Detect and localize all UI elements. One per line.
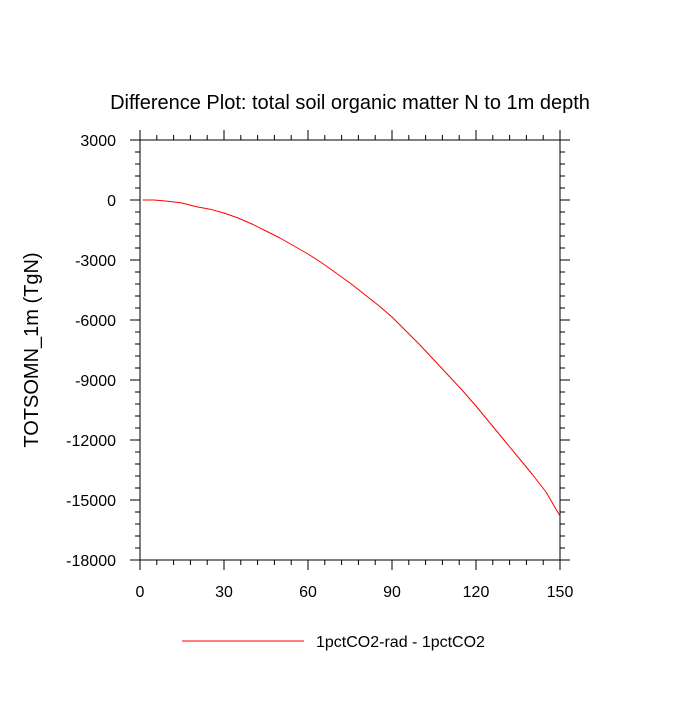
plot-frame <box>139 139 561 561</box>
y-tick-label: 0 <box>107 193 116 210</box>
y-tick-label: -18000 <box>66 553 116 570</box>
y-tick-label: 3000 <box>80 133 116 150</box>
x-tick-label: 30 <box>215 584 233 601</box>
y-tick-label: -9000 <box>75 373 116 390</box>
legend: 1pctCO2-rad - 1pctCO2 <box>182 634 485 651</box>
x-tick-label: 90 <box>383 584 401 601</box>
chart-title: Difference Plot: total soil organic matt… <box>110 92 590 114</box>
legend-entry-label: 1pctCO2-rad - 1pctCO2 <box>316 634 485 651</box>
x-tick-label: 120 <box>463 584 490 601</box>
axis-ticks <box>130 130 570 570</box>
y-tick-label: -15000 <box>66 493 116 510</box>
y-tick-label: -12000 <box>66 433 116 450</box>
y-tick-label: -6000 <box>75 313 116 330</box>
y-axis-label: TOTSOMN_1m (TgN) <box>21 252 43 447</box>
axis-tick-labels: 0 30 60 90 120 150 3000 0 -3000 -6000 -9000 -12000 -… <box>66 133 573 601</box>
series-line-0 <box>142 199 561 517</box>
x-tick-label: 60 <box>299 584 317 601</box>
x-tick-label: 150 <box>547 584 574 601</box>
series-layer <box>142 199 561 517</box>
y-tick-label: -3000 <box>75 253 116 270</box>
x-tick-label: 0 <box>136 584 145 601</box>
